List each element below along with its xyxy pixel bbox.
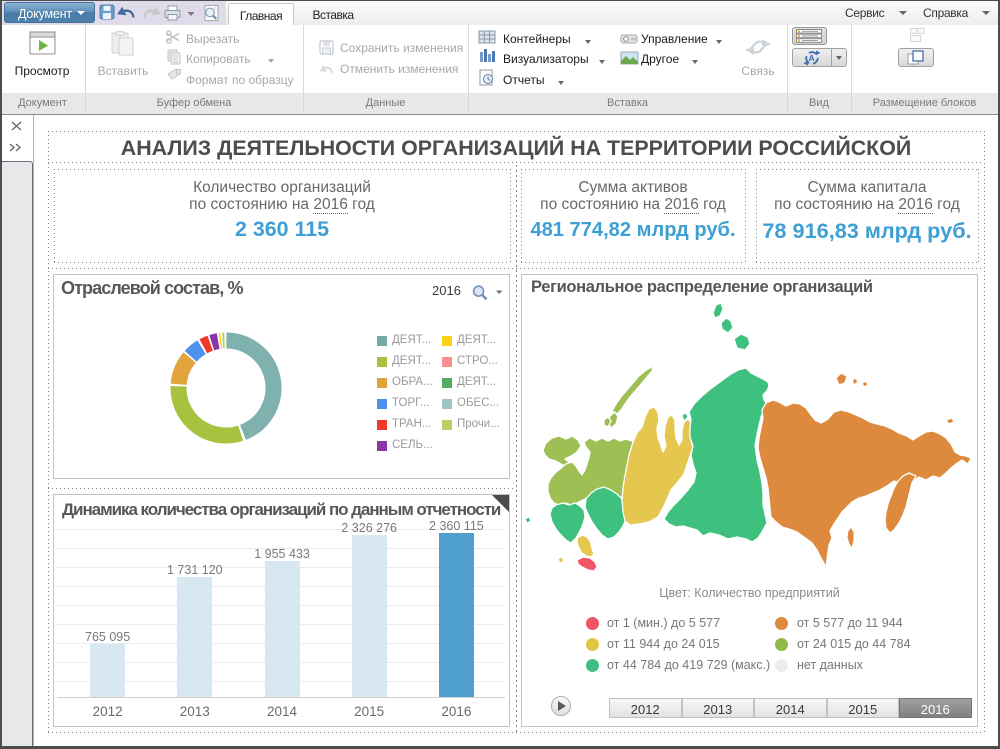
svg-text:A: A bbox=[809, 53, 815, 63]
